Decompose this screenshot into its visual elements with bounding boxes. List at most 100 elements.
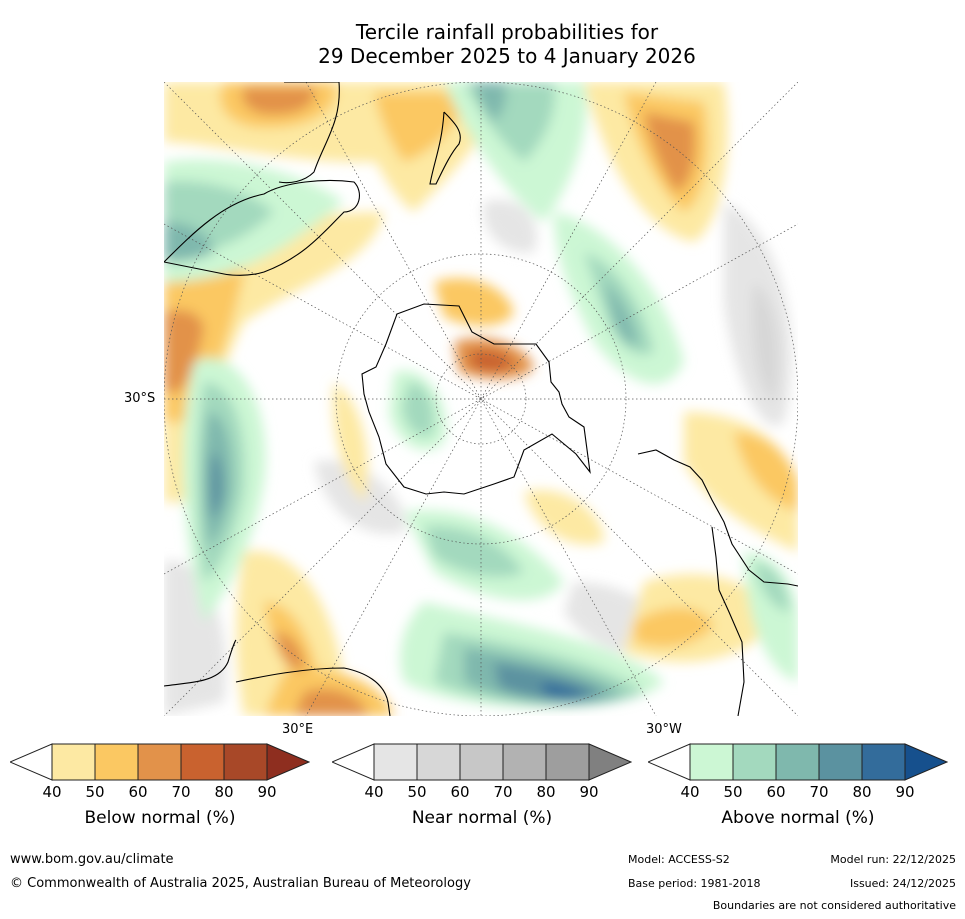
new-zealand-coast: [429, 111, 461, 185]
colorbar-below: [10, 743, 310, 781]
colorbar-swatch: [94, 743, 139, 781]
below-normal-region: [434, 278, 514, 326]
colorbar-tick: 60: [128, 783, 148, 801]
colorbar-arrow-high: [266, 743, 310, 781]
colorbar-tick: 80: [536, 783, 556, 801]
lon-label-30e: 30°E: [282, 722, 314, 737]
colorbar-tick: 90: [579, 783, 599, 801]
footer-base-period: Base period: 1981-2018: [628, 877, 761, 890]
colorbar-arrow-low: [332, 743, 375, 781]
graticule: [164, 82, 798, 716]
legend-near-normal: 40 50 60 70 80 90 Near normal (%): [332, 740, 632, 840]
meridian: [305, 82, 657, 716]
legend-title-near: Near normal (%): [411, 808, 553, 828]
colorbar-tick: 40: [680, 783, 700, 801]
below-normal-region: [242, 87, 315, 115]
colorbar-swatch: [732, 743, 777, 781]
meridian: [164, 223, 798, 575]
colorbar-tick: 90: [257, 783, 277, 801]
map-title: Tercile rainfall probabilities for 29 De…: [0, 20, 965, 68]
africa-coast: [164, 639, 237, 687]
australia-coast: [164, 180, 360, 276]
colorbar-tick: 80: [852, 783, 872, 801]
colorbar-swatch: [223, 743, 268, 781]
footer-url: www.bom.gov.au/climate: [10, 852, 174, 867]
below-normal-region: [734, 432, 798, 512]
colorbar-arrow-low: [648, 743, 691, 781]
colorbar-swatch: [373, 743, 418, 781]
title-line-2: 29 December 2025 to 4 January 2026: [318, 44, 696, 68]
meridian: [164, 223, 798, 575]
colorbar-swatch: [775, 743, 820, 781]
colorbar-swatch: [137, 743, 182, 781]
colorbar-tick: 60: [766, 783, 786, 801]
near-normal-region: [314, 460, 406, 534]
colorbar-tick: 40: [42, 783, 62, 801]
colorbar-arrow-low: [10, 743, 53, 781]
latitude-circle: [335, 253, 627, 545]
lat-label-30s: 30°S: [124, 391, 156, 406]
above-normal-region: [542, 682, 589, 700]
colorbar-swatch: [502, 743, 547, 781]
below-normal-region: [634, 607, 714, 647]
colorbar-swatch: [416, 743, 461, 781]
legend-title-above: Above normal (%): [721, 808, 875, 828]
probability-field: [164, 82, 798, 716]
colorbar-tick: 40: [364, 783, 384, 801]
australia-coast: [278, 82, 340, 184]
colorbar-swatch: [818, 743, 863, 781]
footer-model: Model: ACCESS-S2: [628, 853, 730, 866]
antarctica-coast: [361, 303, 591, 495]
near-normal-region: [483, 200, 537, 253]
below-normal-region: [524, 490, 604, 545]
meridian: [164, 82, 798, 716]
map-canvas: [164, 82, 798, 716]
colorbar-swatch: [180, 743, 225, 781]
legend-above-normal: 40 50 60 70 80 90 Above normal (%): [648, 740, 948, 840]
colorbar-swatch: [545, 743, 590, 781]
above-normal-region: [604, 282, 639, 345]
africa-coast: [235, 667, 391, 716]
footer-model-run: Model run: 22/12/2025: [830, 853, 956, 866]
colorbar-tick: 60: [450, 783, 470, 801]
footer-disclaimer: Boundaries are not considered authoritat…: [712, 899, 956, 912]
south-america-coast: [637, 449, 798, 587]
colorbar-tick: 90: [895, 783, 915, 801]
footer-copyright: © Commonwealth of Australia 2025, Austra…: [10, 876, 471, 891]
above-normal-region: [164, 222, 214, 262]
colorbar-tick: 50: [85, 783, 105, 801]
above-normal-region: [474, 82, 506, 122]
colorbar-tick: 70: [171, 783, 191, 801]
lon-label-30w: 30°W: [646, 722, 682, 737]
below-normal-region: [374, 92, 464, 162]
footer-issued: Issued: 24/12/2025: [849, 877, 956, 890]
south-america-coast: [711, 526, 745, 716]
title-line-1: Tercile rainfall probabilities for: [355, 20, 659, 44]
colorbar-swatch: [689, 743, 734, 781]
colorbar-arrow-high: [588, 743, 632, 781]
below-normal-region: [644, 112, 696, 192]
meridian: [305, 82, 657, 716]
colorbar-swatch: [861, 743, 906, 781]
below-normal-region: [274, 632, 306, 672]
colorbar-swatch: [51, 743, 96, 781]
below-normal-region: [164, 310, 204, 392]
above-normal-region: [754, 562, 790, 612]
below-normal-region: [294, 688, 369, 716]
legend-title-below: Below normal (%): [84, 808, 236, 828]
colorbar-tick: 50: [407, 783, 427, 801]
near-normal-region: [752, 282, 779, 402]
colorbar-tick: 80: [214, 783, 234, 801]
polar-map: [164, 82, 798, 716]
above-normal-region: [744, 552, 798, 682]
colorbar-swatch: [459, 743, 504, 781]
above-normal-region: [209, 452, 223, 519]
below-normal-region: [333, 382, 368, 502]
coastlines: [164, 82, 798, 716]
legend-below-normal: 40 50 60 70 80 90 Below normal (%): [10, 740, 310, 840]
colorbar-tick: 70: [809, 783, 829, 801]
above-normal-region: [402, 382, 435, 437]
colorbar-tick: 70: [493, 783, 513, 801]
colorbar-tick: 50: [723, 783, 743, 801]
colorbar-above: [648, 743, 948, 781]
